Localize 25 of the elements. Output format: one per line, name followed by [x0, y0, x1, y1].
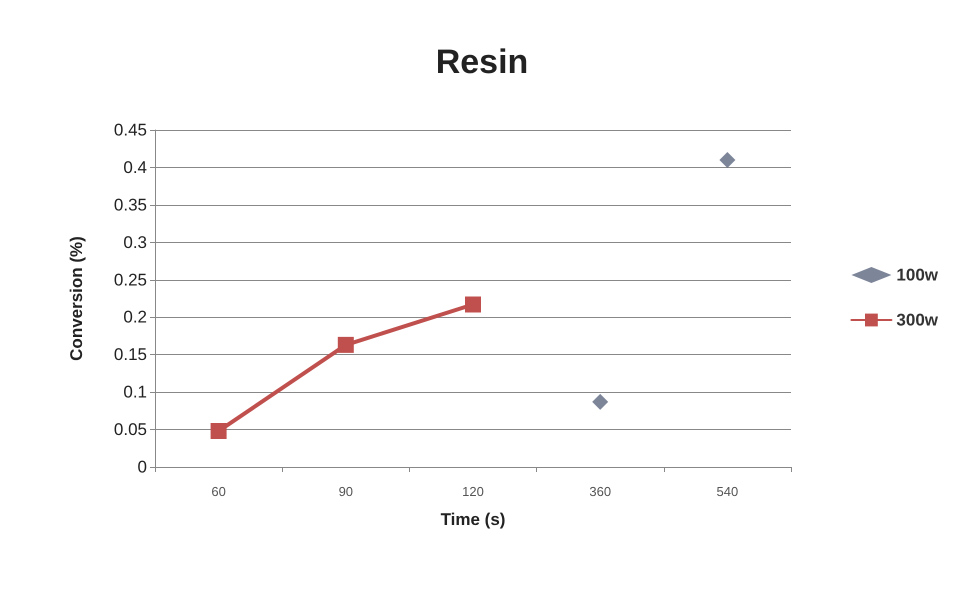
point — [210, 423, 227, 440]
y-tick-label: 0.35 — [114, 195, 147, 214]
y-tick-label: 0.4 — [123, 158, 147, 177]
y-tick-label: 0.3 — [123, 232, 147, 252]
point — [338, 336, 354, 353]
x-tick-label: 90 — [338, 484, 354, 499]
y-tick-label: 0.25 — [114, 270, 147, 290]
y-tick-label: 0.1 — [123, 382, 147, 402]
y-tick-label: 0 — [138, 458, 147, 476]
legend-label: 100w — [896, 266, 939, 284]
y-axis-title: Conversion (%) — [67, 236, 86, 361]
x-tick-label: 120 — [462, 484, 484, 499]
y-tick-label: 0.45 — [114, 120, 147, 140]
point — [465, 296, 481, 312]
point — [719, 152, 736, 168]
x-tick-label: 60 — [211, 484, 226, 499]
legend-label: 300w — [896, 310, 939, 330]
y-tick-label: 0.05 — [114, 420, 147, 440]
chart-title: Resin — [436, 43, 528, 81]
x-axis-title: Time (s) — [440, 510, 506, 529]
y-tick-label: 0.15 — [114, 345, 147, 364]
y-tick-label: 0.2 — [123, 308, 147, 327]
point — [592, 394, 608, 410]
x-tick-label: 540 — [716, 484, 738, 499]
x-tick-label: 360 — [589, 484, 612, 499]
